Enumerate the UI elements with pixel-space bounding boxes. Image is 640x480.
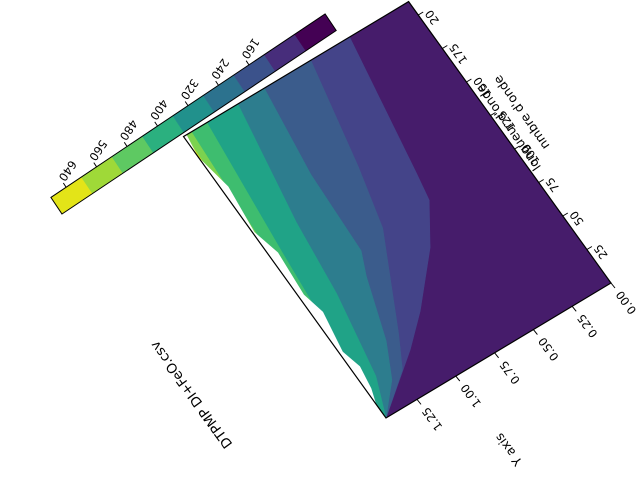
y-tick-label: 1.00 bbox=[458, 381, 484, 410]
y-tick-label: 0.75 bbox=[497, 358, 523, 387]
x-tick-mark bbox=[466, 78, 472, 83]
colorbar-tick-mark bbox=[154, 121, 158, 127]
colorbar-tick-label: 560 bbox=[86, 137, 110, 163]
x-tick-mark bbox=[538, 179, 544, 183]
y-tick-mark bbox=[455, 375, 461, 382]
x-tick-mark bbox=[417, 11, 424, 16]
y-tick-mark bbox=[571, 305, 577, 312]
x-tick-label: 20 bbox=[422, 7, 442, 27]
colorbar-tick-label: 640 bbox=[56, 158, 80, 184]
x-tick-label: 50 bbox=[567, 208, 587, 228]
x-tick-label: 25 bbox=[591, 242, 611, 262]
chart-title: DTPMP DI+FeO.csv bbox=[147, 338, 236, 452]
colorbar-tick-label: 480 bbox=[117, 117, 141, 143]
colorbar-tick-mark bbox=[93, 162, 98, 168]
x-tick-mark bbox=[586, 246, 593, 250]
colorbar-tick-mark bbox=[184, 101, 189, 106]
x-tick-mark bbox=[442, 45, 448, 49]
x-tick-mark bbox=[562, 212, 569, 217]
y-tick-label: 1.25 bbox=[419, 405, 445, 434]
y-tick-mark bbox=[533, 329, 538, 335]
colorbar-tick-mark bbox=[245, 60, 250, 66]
plot-frame bbox=[182, 0, 612, 419]
y-tick-label: 0.50 bbox=[535, 335, 561, 364]
y-tick-mark bbox=[494, 352, 499, 359]
colorbar-tick-mark bbox=[123, 141, 128, 147]
y-tick-mark bbox=[416, 399, 422, 405]
y-axis-label: Y axis bbox=[492, 430, 526, 469]
y-tick-mark bbox=[610, 282, 616, 289]
y-tick-label: 0.00 bbox=[613, 288, 639, 317]
y-tick-label: 0.25 bbox=[574, 311, 600, 340]
colorbar-tick-label: 400 bbox=[147, 97, 171, 123]
colorbar-tick-mark bbox=[62, 182, 67, 188]
colorbar-frame bbox=[50, 13, 337, 215]
colorbar-tick-mark bbox=[215, 80, 219, 86]
x-tick-mark bbox=[514, 145, 520, 150]
x-tick-mark bbox=[490, 112, 496, 116]
x-tick-label: 75 bbox=[543, 175, 563, 195]
